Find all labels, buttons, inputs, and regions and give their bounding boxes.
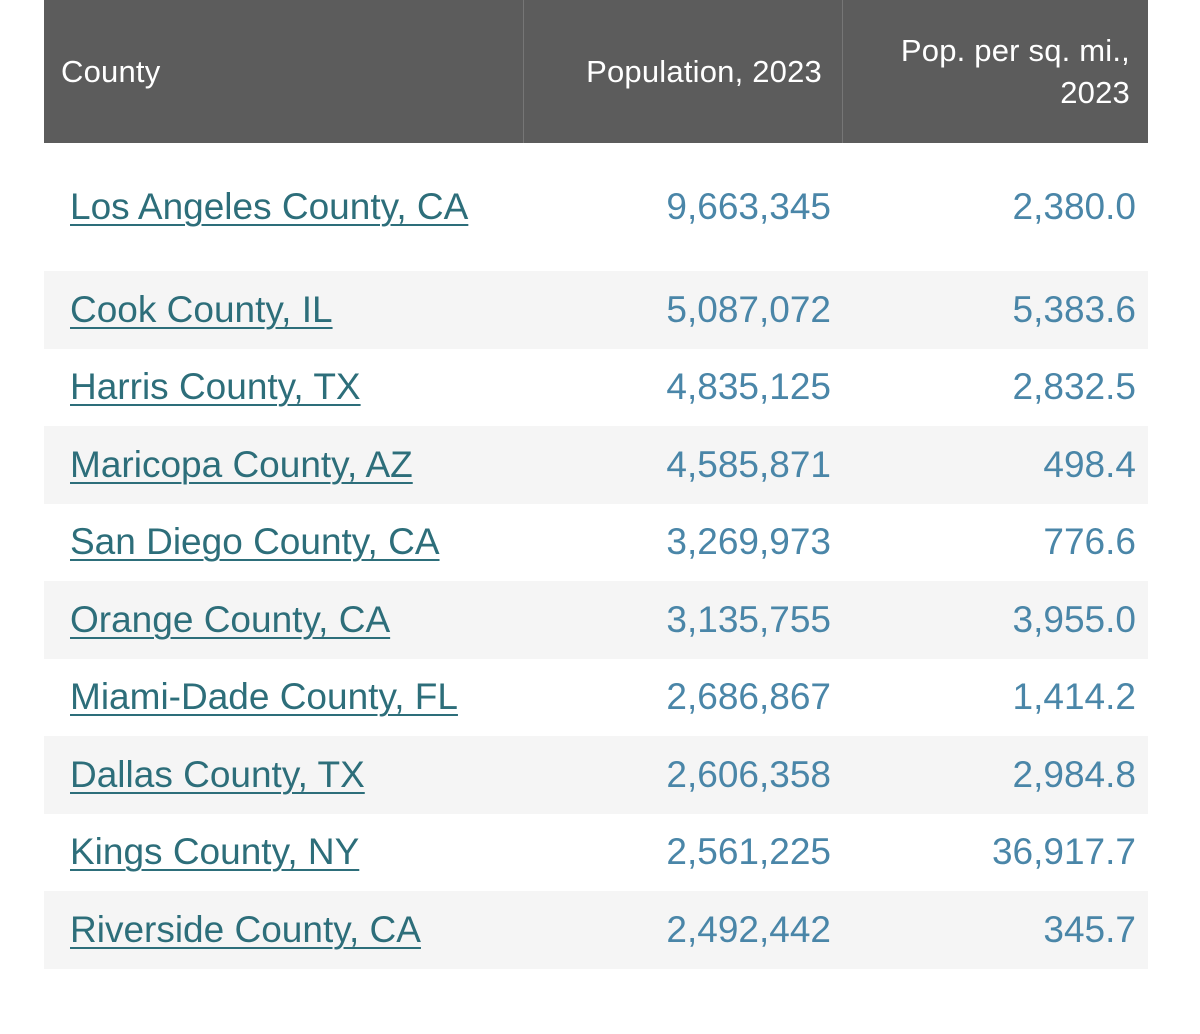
table-row: Maricopa County, AZ 4,585,871 498.4	[44, 426, 1148, 504]
density-cell: 498.4	[1043, 443, 1136, 485]
table-row: Harris County, TX 4,835,125 2,832.5	[44, 349, 1148, 427]
county-cell: Harris County, TX	[44, 362, 524, 412]
density-cell: 36,917.7	[991, 831, 1136, 873]
county-population-table: County Population, 2023 Pop. per sq. mi.…	[44, 0, 1148, 969]
density-cell: 776.6	[1043, 521, 1136, 563]
density-cell: 1,414.2	[1012, 676, 1136, 718]
county-link[interactable]: Dallas County, TX	[70, 753, 365, 795]
density-cell: 5,383.6	[1012, 288, 1136, 330]
table-header: County Population, 2023 Pop. per sq. mi.…	[44, 0, 1148, 143]
county-cell: Los Angeles County, CA	[44, 182, 524, 232]
density-cell: 2,380.0	[1012, 186, 1136, 227]
table-row: San Diego County, CA 3,269,973 776.6	[44, 504, 1148, 582]
table-row: Kings County, NY 2,561,225 36,917.7	[44, 814, 1148, 892]
county-link[interactable]: Orange County, CA	[70, 598, 391, 640]
county-link[interactable]: Harris County, TX	[70, 366, 361, 408]
county-cell: Maricopa County, AZ	[44, 440, 524, 490]
county-cell: Dallas County, TX	[44, 750, 524, 800]
county-cell: Miami-Dade County, FL	[44, 672, 524, 722]
county-link[interactable]: Cook County, IL	[70, 288, 333, 330]
table-row: Dallas County, TX 2,606,358 2,984.8	[44, 736, 1148, 814]
table-row: Orange County, CA 3,135,755 3,955.0	[44, 581, 1148, 659]
population-cell: 3,269,973	[666, 521, 831, 563]
table-row: Riverside County, CA 2,492,442 345.7	[44, 891, 1148, 969]
population-cell: 4,835,125	[666, 366, 831, 408]
population-cell: 2,561,225	[666, 831, 831, 873]
header-density[interactable]: Pop. per sq. mi., 2023	[843, 0, 1148, 143]
population-cell: 9,663,345	[666, 186, 831, 227]
county-link[interactable]: Kings County, NY	[70, 831, 360, 873]
density-cell: 2,832.5	[1012, 366, 1136, 408]
county-link[interactable]: Miami-Dade County, FL	[70, 676, 458, 718]
county-cell: Orange County, CA	[44, 595, 524, 645]
population-cell: 2,606,358	[666, 753, 831, 795]
header-population[interactable]: Population, 2023	[524, 0, 843, 143]
county-link[interactable]: Riverside County, CA	[70, 908, 421, 950]
header-density-label: Pop. per sq. mi., 2023	[901, 30, 1130, 114]
county-cell: Cook County, IL	[44, 285, 524, 335]
header-county[interactable]: County	[44, 0, 524, 143]
county-cell: Kings County, NY	[44, 827, 524, 877]
county-cell: Riverside County, CA	[44, 905, 524, 955]
county-cell: San Diego County, CA	[44, 517, 524, 567]
county-link[interactable]: Maricopa County, AZ	[70, 443, 413, 485]
table-row: Miami-Dade County, FL 2,686,867 1,414.2	[44, 659, 1148, 737]
header-county-label: County	[61, 53, 161, 89]
population-cell: 5,087,072	[666, 288, 831, 330]
header-population-label: Population, 2023	[586, 53, 822, 89]
density-cell: 2,984.8	[1012, 753, 1136, 795]
population-cell: 2,686,867	[666, 676, 831, 718]
population-cell: 3,135,755	[666, 598, 831, 640]
population-cell: 2,492,442	[666, 908, 831, 950]
density-cell: 3,955.0	[1012, 598, 1136, 640]
density-cell: 345.7	[1043, 908, 1136, 950]
table-row: Cook County, IL 5,087,072 5,383.6	[44, 271, 1148, 349]
header-density-line1: Pop. per sq. mi.,	[900, 32, 1130, 68]
county-link[interactable]: Los Angeles County, CA	[70, 186, 469, 227]
county-link[interactable]: San Diego County, CA	[70, 521, 440, 563]
table-row: Los Angeles County, CA 9,663,345 2,380.0	[44, 143, 1148, 271]
header-density-line2: 2023	[1060, 74, 1130, 110]
population-cell: 4,585,871	[666, 443, 831, 485]
